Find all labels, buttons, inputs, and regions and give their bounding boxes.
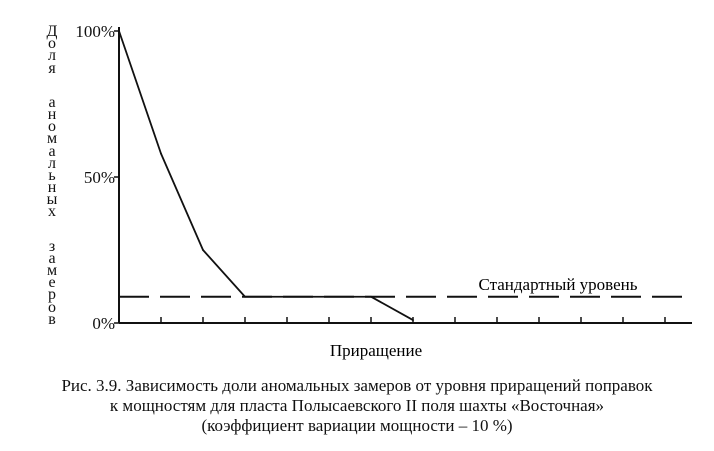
y-axis-label-char: Д	[46, 23, 58, 40]
reference-line-label: Стандартный уровень	[479, 275, 638, 294]
y-tick-label-1: 50%	[84, 168, 115, 187]
y-tick-label-0: 100%	[75, 22, 115, 41]
caption-line-2: к мощностям для пласта Полысаевского II …	[109, 396, 605, 415]
caption-line-3: (коэффициент вариации мощности – 10 %)	[201, 416, 513, 435]
y-axis-label-char: ь	[48, 166, 56, 184]
y-axis-label-char: м	[46, 262, 58, 279]
series-point-0	[118, 30, 120, 32]
y-axis-label-char: х	[48, 203, 56, 221]
y-axis-label-char: м	[46, 130, 58, 148]
figure-caption: Рис. 3.9. Зависимость доли аномальных за…	[0, 376, 714, 436]
series-point-5	[412, 319, 414, 321]
y-axis-label-char: л	[48, 154, 56, 172]
y-axis-label-char: л	[48, 47, 56, 65]
x-axis-label: Приращение	[330, 341, 422, 360]
y-axis-label-char: р	[48, 286, 56, 304]
series-point-4	[370, 295, 372, 298]
series-group	[118, 30, 414, 321]
y-axis-label-char: а	[48, 249, 56, 267]
y-tick-label-2: 0%	[92, 314, 115, 333]
y-axis-label-char: ы	[46, 191, 58, 209]
y-axis-label-char: о	[48, 35, 56, 53]
y-axis-label-char: з	[48, 237, 56, 255]
y-axis-label-char: н	[47, 105, 57, 123]
y-axis-label-char: я	[48, 59, 56, 77]
y-axis-label-char: н	[47, 179, 57, 197]
series-line-0	[118, 30, 414, 321]
y-axis-label-char: е	[48, 274, 56, 292]
y-axis-label-char: а	[48, 93, 56, 111]
tick-labels: 100% 50% 0%	[75, 22, 115, 333]
chart: 100% 50% 0% Приращение Стандартный уровень	[75, 22, 692, 360]
series-point-1	[160, 152, 162, 155]
y-axis-label-char: в	[48, 310, 56, 328]
chart-axes	[114, 27, 692, 324]
caption-line-1: Рис. 3.9. Зависимость доли аномальных за…	[61, 376, 653, 395]
y-axis-label-char: о	[48, 118, 56, 136]
y-axis-label-char: а	[48, 142, 56, 160]
series-point-3	[244, 295, 246, 298]
y-axis-label-char: о	[48, 298, 56, 316]
series-point-2	[202, 249, 204, 251]
